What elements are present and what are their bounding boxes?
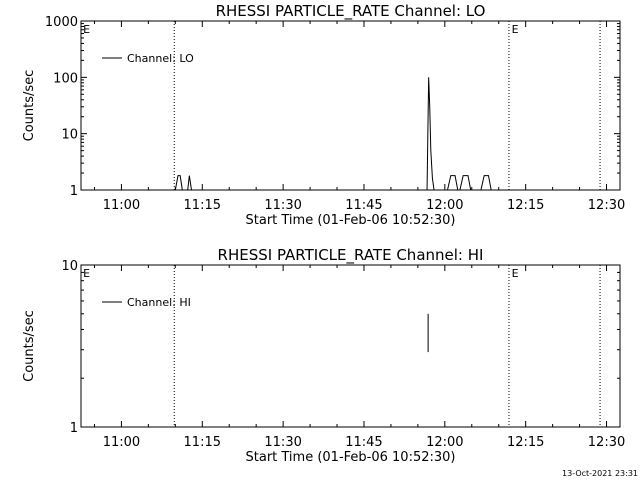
panel-lo: RHESSI PARTICLE_RATE Channel: LO 1 10 100 10…: [22, 2, 625, 228]
chart-title: RHESSI PARTICLE_RATE Channel: HI: [218, 246, 484, 265]
x-tick-label: 11:45: [345, 435, 382, 450]
x-tick-label: 12:15: [507, 435, 544, 450]
x-tick-label: 11:15: [184, 198, 221, 213]
x-tick-label: 12:30: [588, 198, 625, 213]
x-axis-label: Start Time (01-Feb-06 10:52:30): [246, 213, 456, 228]
x-tick-label: 12:30: [588, 435, 625, 450]
data-line: [187, 175, 192, 191]
x-tick-label: 11:00: [103, 435, 140, 450]
y-tick-label: 1: [70, 421, 78, 436]
y-tick-label: 1: [70, 184, 78, 199]
event-marker: E: [83, 23, 90, 36]
y-tick-label: 10: [61, 259, 78, 274]
plot-frame: [80, 20, 621, 191]
legend-label: Channel: HI: [127, 296, 191, 309]
x-tick-label: 12:15: [507, 198, 544, 213]
y-tick-label: 1000: [45, 15, 78, 30]
data-line: [447, 175, 459, 191]
event-marker: E: [83, 267, 90, 280]
y-axis-label: Counts/sec: [22, 70, 37, 142]
x-tick-label: 11:45: [345, 198, 382, 213]
panel-hi: RHESSI PARTICLE_RATE Channel: HI 1 10 11:00…: [22, 246, 625, 465]
x-tick-label: 11:00: [103, 198, 140, 213]
plot-frame: [80, 264, 621, 428]
event-marker: E: [512, 23, 519, 36]
data-line: [480, 175, 492, 191]
x-tick-label: 11:15: [184, 435, 221, 450]
x-tick-label: 12:00: [426, 198, 463, 213]
data-line: [459, 175, 472, 191]
event-marker: E: [512, 267, 519, 280]
x-tick-label: 11:30: [264, 435, 301, 450]
x-tick-label: 12:00: [426, 435, 463, 450]
y-tick-label: 10: [61, 128, 78, 143]
y-tick-label: 100: [53, 71, 78, 86]
legend-label: Channel: LO: [127, 52, 194, 65]
data-line: [426, 77, 435, 191]
x-tick-label: 11:30: [264, 198, 301, 213]
chart-title: RHESSI PARTICLE_RATE Channel: LO: [216, 2, 486, 21]
timestamp: 13-Oct-2021 23:31: [562, 469, 638, 478]
data-line: [174, 175, 183, 191]
y-axis-label: Counts/sec: [22, 310, 37, 382]
x-axis-label: Start Time (01-Feb-06 10:52:30): [246, 450, 456, 465]
